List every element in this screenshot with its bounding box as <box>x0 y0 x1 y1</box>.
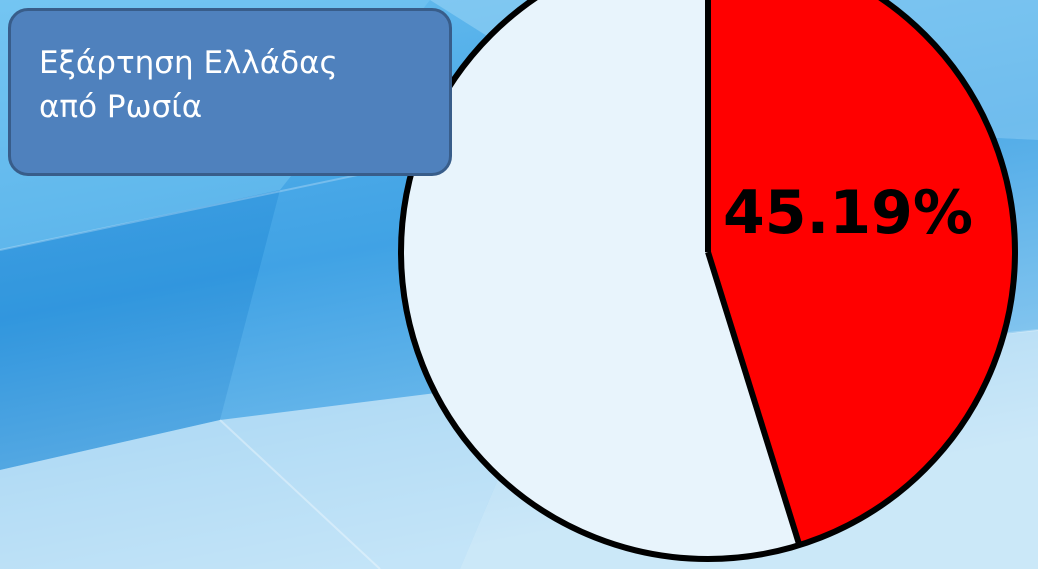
chart-title-line-2: από Ρωσία <box>39 89 203 125</box>
pie-slice-2 <box>401 0 800 559</box>
pie-slice-1 <box>708 0 1015 546</box>
pie-data-label: 45.19% <box>723 178 973 248</box>
pie-slice-divider-2 <box>705 251 803 546</box>
pie-outline <box>398 0 1018 562</box>
chart-title-line-1: Εξάρτηση Ελλάδας <box>39 45 338 81</box>
chart-title-box: Εξάρτηση Ελλάδας από Ρωσία <box>8 8 452 176</box>
